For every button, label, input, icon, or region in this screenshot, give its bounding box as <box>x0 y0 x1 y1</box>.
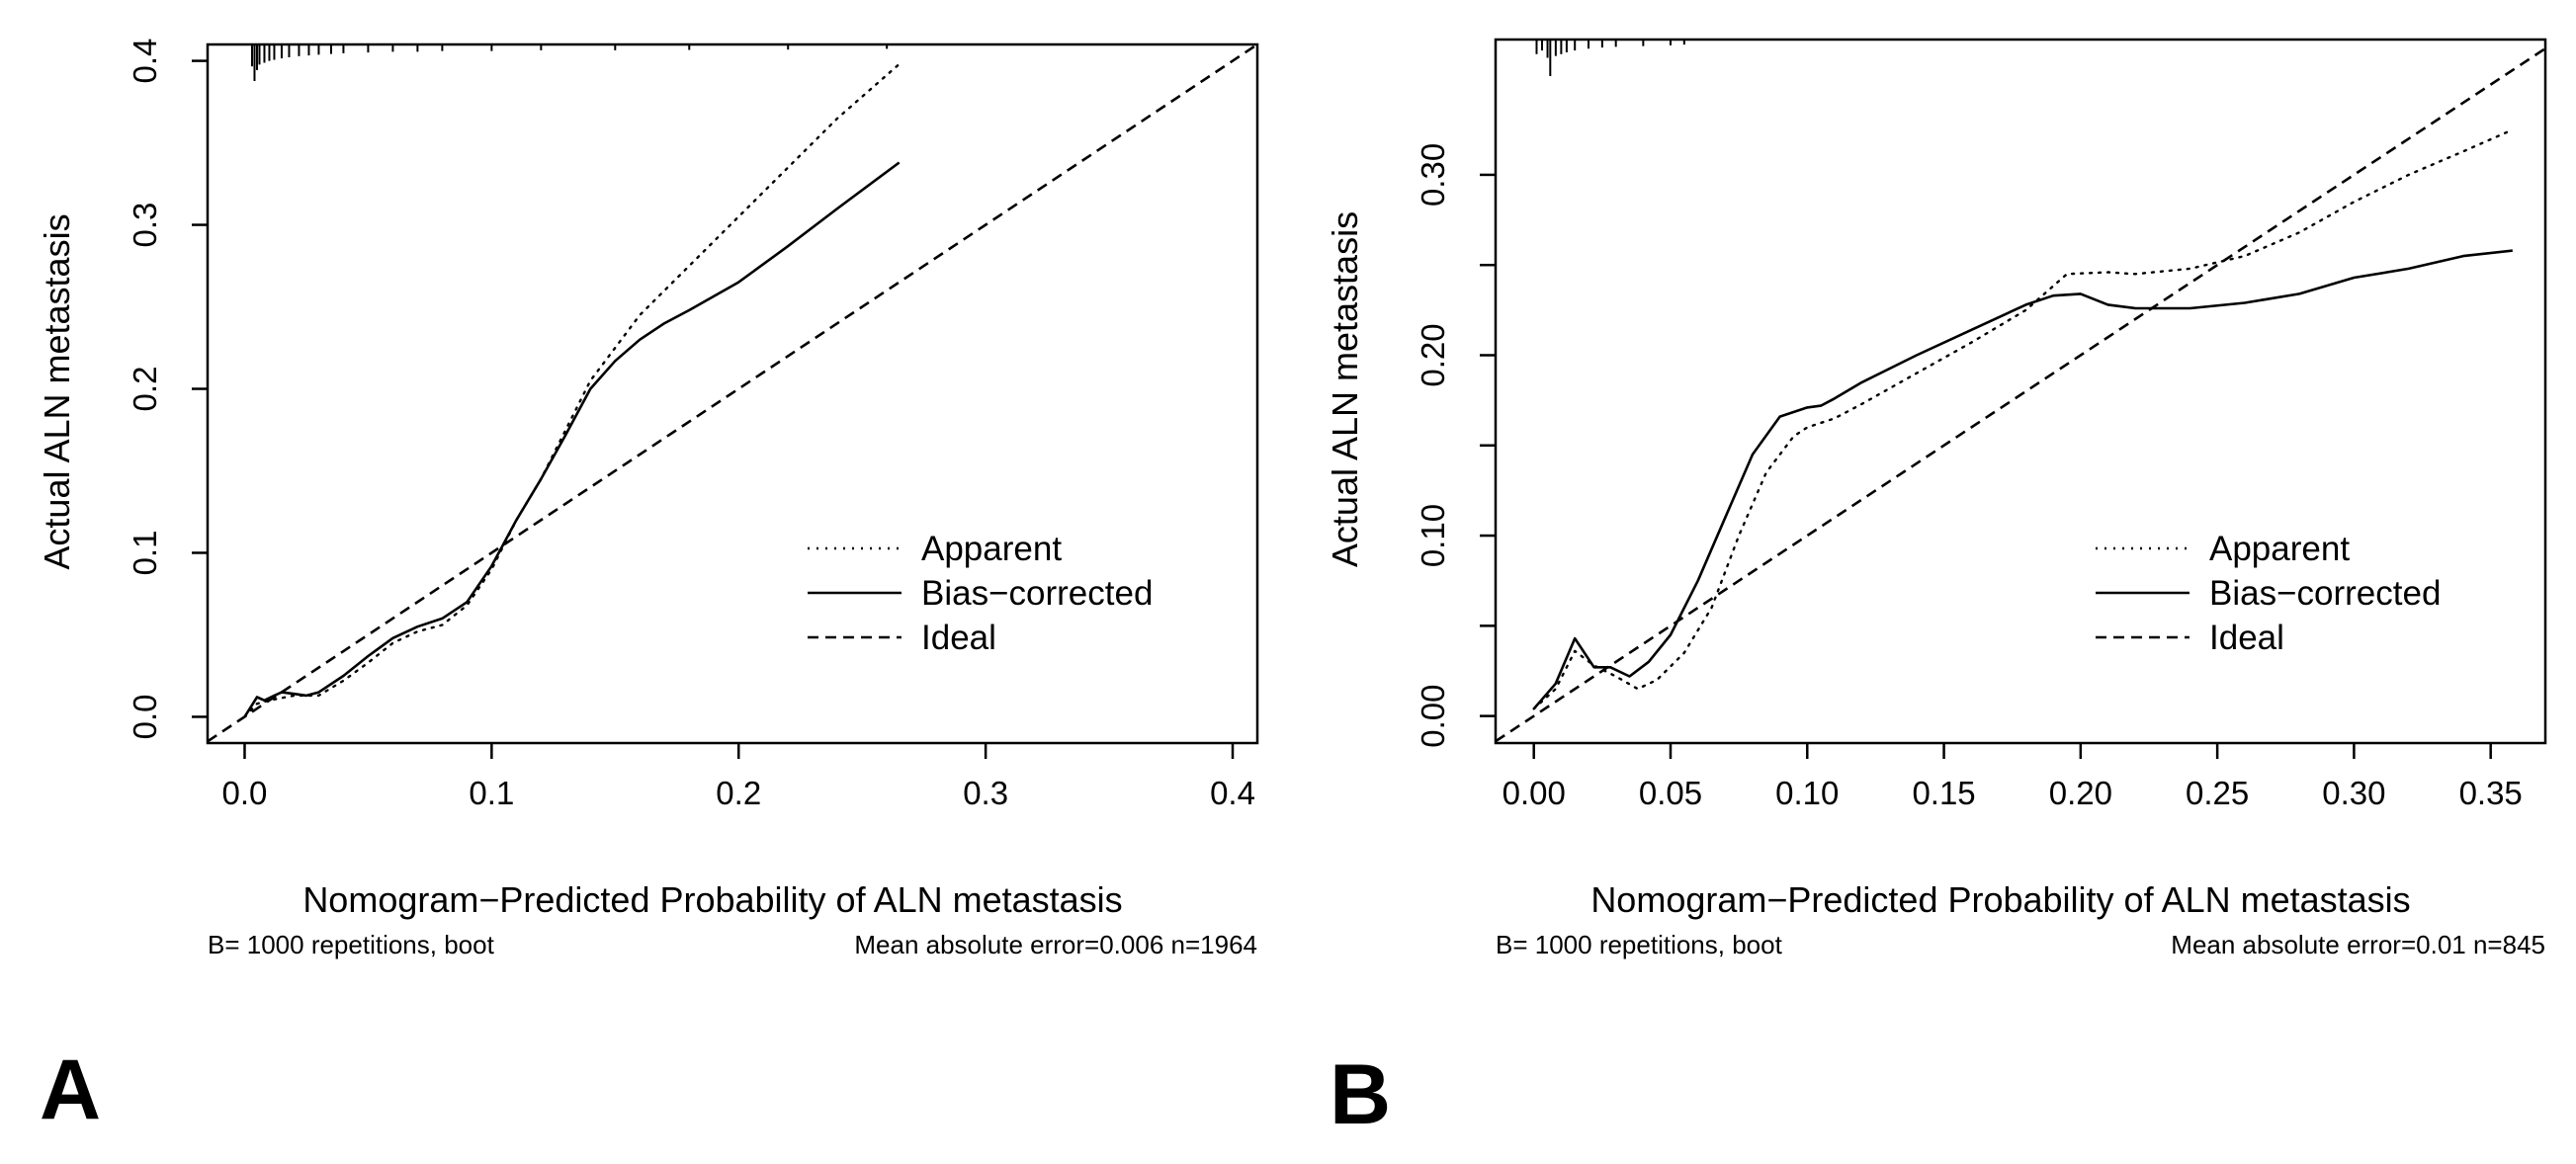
panel-a-footnote-right: Mean absolute error=0.006 n=1964 <box>854 930 1257 959</box>
panel-a-y-tick-label: 0.4 <box>127 39 163 84</box>
panel-a-legend-label: Apparent <box>921 530 1062 568</box>
panel-a-y-tick-label: 0.0 <box>127 695 163 740</box>
panel-a-plot: 0.0 0.1 0.2 0.3 0.4 0.0 0.1 0.2 0.3 0.4 Apparent Bi… <box>127 39 1257 811</box>
panel-a-x-tick-label: 0.2 <box>716 775 761 811</box>
panel-b-plot-frame <box>1494 38 2547 745</box>
panel-b-legend-label: Apparent <box>2209 530 2350 568</box>
panel-b-series-dashed <box>1496 47 2545 743</box>
panel-a-series-dashed <box>208 44 1257 743</box>
panel-a-x-tick-label: 0.4 <box>1210 775 1255 811</box>
panel-b-x-tick-label: 0.10 <box>1775 775 1839 811</box>
panel-b-x-tick-label: 0.35 <box>2459 775 2523 811</box>
panel-b: 0.00 0.05 0.10 0.15 0.20 0.25 0.30 0.35 0.00 0.10… <box>1325 38 2547 1142</box>
panel-b-x-tick-label: 0.00 <box>1503 775 1566 811</box>
panel-b-y-tick-label: 0.10 <box>1415 504 1451 567</box>
panel-b-x-tick-label: 0.15 <box>1912 775 1975 811</box>
panel-a-x-axis-title: Nomogram−Predicted Probability of ALN me… <box>302 879 1122 920</box>
panel-a-plot-frame <box>206 42 1259 745</box>
panel-b-label: B <box>1330 1047 1391 1142</box>
panel-b-x-tick-label: 0.25 <box>2186 775 2249 811</box>
panel-a-x-tick-label: 0.3 <box>963 775 1008 811</box>
panel-b-y-tick-label: 0.20 <box>1415 323 1451 386</box>
panel-b-legend-label: Ideal <box>2209 619 2284 657</box>
panel-b-footnote-left: B= 1000 repetitions, boot <box>1496 930 1783 959</box>
panel-a-y-tick-label: 0.3 <box>127 203 163 248</box>
panel-a-footnote-left: B= 1000 repetitions, boot <box>208 930 495 959</box>
panel-a-y-axis-title: Actual ALN metastasis <box>37 213 77 569</box>
panel-b-y-tick-label: 0.30 <box>1415 143 1451 207</box>
panel-a-x-tick-label: 0.0 <box>222 775 268 811</box>
panel-b-footnote-right: Mean absolute error=0.01 n=845 <box>2171 930 2545 959</box>
panel-b-series-dotted <box>1532 128 2514 710</box>
panel-b-y-axis-title: Actual ALN metastasis <box>1325 211 1365 567</box>
panel-a-series-solid <box>243 161 901 718</box>
panel-b-plot: 0.00 0.05 0.10 0.15 0.20 0.25 0.30 0.35 0.00 0.10… <box>1415 40 2545 811</box>
panel-a: 0.0 0.1 0.2 0.3 0.4 0.0 0.1 0.2 0.3 0.4 Apparent Bi… <box>37 39 1259 1137</box>
panel-a-y-tick-label: 0.2 <box>127 367 163 412</box>
panel-b-x-tick-label: 0.20 <box>2049 775 2112 811</box>
panel-a-label: A <box>40 1042 101 1137</box>
panel-a-legend-label: Bias−corrected <box>921 574 1153 613</box>
panel-a-y-tick-label: 0.1 <box>127 531 163 576</box>
panel-b-x-tick-label: 0.05 <box>1639 775 1702 811</box>
panel-b-legend-label: Bias−corrected <box>2209 574 2441 613</box>
panel-b-y-tick-label: 0.00 <box>1415 684 1451 747</box>
panel-b-x-axis-title: Nomogram−Predicted Probability of ALN me… <box>1590 879 2410 920</box>
panel-a-legend-label: Ideal <box>921 619 996 657</box>
panel-b-series-solid <box>1532 249 2513 710</box>
panel-b-x-tick-label: 0.30 <box>2322 775 2385 811</box>
panel-a-x-tick-label: 0.1 <box>469 775 514 811</box>
